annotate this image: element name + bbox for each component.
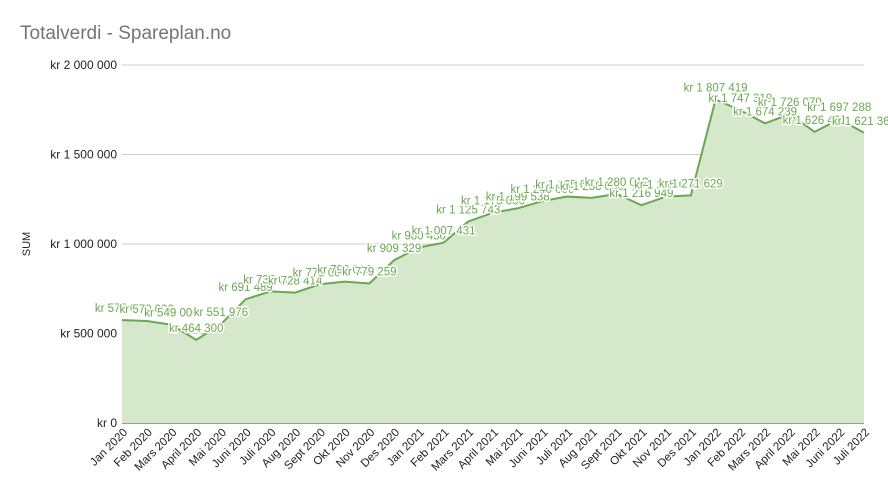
data-label: kr 1 125 743 — [436, 204, 500, 216]
data-label: kr 1 240 000 — [510, 184, 574, 196]
data-label: kr 1 175 000 — [461, 196, 525, 208]
area-fill — [122, 99, 864, 424]
data-label: kr 1 199 538 — [486, 191, 550, 203]
data-label: kr 1 280 012 — [585, 177, 649, 189]
data-label: kr 1 697 288 — [807, 102, 871, 114]
data-label: kr 1 621 360 — [832, 116, 888, 128]
data-label: kr 575 000 — [95, 303, 149, 315]
data-label: kr 775 000 — [293, 267, 347, 279]
data-label: kr 1 807 419 — [684, 82, 748, 94]
y-tick-label: kr 1 000 000 — [50, 237, 117, 251]
y-tick-label: kr 0 — [97, 416, 117, 430]
y-tick-label: kr 2 000 000 — [50, 58, 117, 72]
y-tick-label: kr 1 500 000 — [50, 148, 117, 162]
data-label: kr 735 000 — [243, 274, 297, 286]
data-label: kr 790 000 — [317, 265, 371, 277]
data-label: kr 909 329 — [367, 243, 421, 255]
data-label: kr 1 271 629 — [659, 178, 723, 190]
data-label: kr 1 674 239 — [733, 106, 797, 118]
data-label: kr 1 747 319 — [708, 93, 772, 105]
data-label: kr 691 489 — [218, 282, 272, 294]
chart-title: Totalverdi - Spareplan.no — [20, 23, 231, 44]
data-label: kr 1 258 000 — [560, 181, 624, 193]
data-label: kr 1 626 421 — [783, 115, 847, 127]
data-label: kr 1 265 000 — [535, 180, 599, 192]
y-tick-label: kr 500 000 — [60, 327, 117, 341]
data-label: kr 1 216 949 — [609, 188, 673, 200]
data-label: kr 549 000 — [144, 308, 198, 320]
data-label: kr 980 450 — [392, 230, 446, 242]
y-axis-label: SUM — [21, 232, 33, 256]
data-label: kr 1 007 431 — [412, 226, 476, 238]
area-line — [121, 98, 865, 342]
data-label: kr 1 265 000 — [634, 180, 698, 192]
data-label: kr 464 300 — [169, 323, 223, 335]
data-label: kr 1 726 070 — [758, 97, 822, 109]
data-label: kr 570 000 — [120, 304, 174, 316]
data-label: kr 779 259 — [342, 267, 396, 279]
data-label: kr 728 414 — [268, 276, 323, 288]
data-label: kr 551 976 — [194, 307, 248, 319]
